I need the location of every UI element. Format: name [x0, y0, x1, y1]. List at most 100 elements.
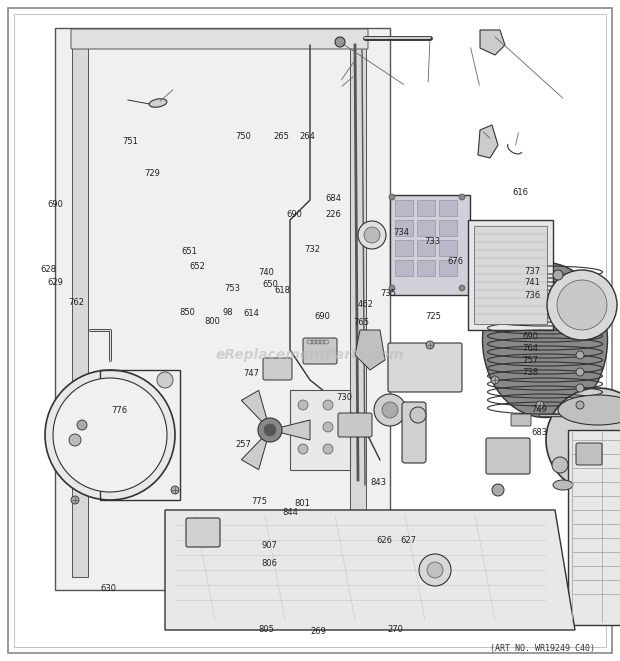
- Text: 764: 764: [522, 344, 538, 353]
- Text: 690: 690: [314, 312, 330, 321]
- Text: 684: 684: [326, 194, 342, 203]
- Text: 264: 264: [299, 132, 315, 141]
- Text: 805: 805: [259, 625, 275, 634]
- Circle shape: [53, 378, 167, 492]
- Text: 762: 762: [68, 298, 84, 307]
- Text: eReplacementParts.com: eReplacementParts.com: [216, 348, 404, 362]
- FancyBboxPatch shape: [186, 518, 220, 547]
- FancyBboxPatch shape: [303, 338, 337, 364]
- Text: 907: 907: [262, 541, 278, 551]
- Circle shape: [157, 372, 173, 388]
- FancyBboxPatch shape: [402, 402, 426, 463]
- Text: 765: 765: [353, 318, 369, 327]
- Bar: [417, 200, 435, 216]
- Polygon shape: [55, 28, 390, 590]
- FancyBboxPatch shape: [511, 414, 531, 426]
- Text: 735: 735: [381, 289, 397, 298]
- Polygon shape: [165, 510, 575, 630]
- Circle shape: [557, 280, 607, 330]
- Text: 265: 265: [273, 132, 289, 141]
- Bar: [439, 200, 457, 216]
- Bar: [395, 240, 413, 256]
- Bar: [390, 195, 470, 295]
- Text: 690: 690: [48, 200, 64, 209]
- Polygon shape: [478, 125, 498, 158]
- Text: 652: 652: [190, 262, 206, 271]
- Circle shape: [298, 400, 308, 410]
- Text: 757: 757: [522, 356, 538, 365]
- Text: 736: 736: [524, 291, 540, 300]
- Polygon shape: [241, 391, 270, 430]
- Ellipse shape: [558, 395, 620, 425]
- Circle shape: [459, 194, 465, 200]
- Text: 850: 850: [179, 308, 195, 317]
- Bar: [417, 240, 435, 256]
- Circle shape: [364, 227, 380, 243]
- Circle shape: [335, 37, 345, 47]
- Text: 626: 626: [376, 536, 392, 545]
- Circle shape: [426, 341, 434, 349]
- Text: 630: 630: [100, 584, 117, 593]
- Text: 741: 741: [524, 278, 540, 288]
- Bar: [100, 370, 180, 500]
- Circle shape: [576, 401, 584, 409]
- Bar: [568, 430, 620, 625]
- Circle shape: [491, 376, 499, 384]
- Bar: [395, 260, 413, 276]
- Text: 844: 844: [282, 508, 298, 518]
- Text: 690: 690: [286, 210, 302, 219]
- Bar: [417, 260, 435, 276]
- Bar: [439, 260, 457, 276]
- Text: 270: 270: [388, 625, 404, 634]
- FancyBboxPatch shape: [338, 413, 372, 437]
- Text: 732: 732: [304, 245, 320, 254]
- Circle shape: [77, 420, 87, 430]
- Text: 740: 740: [259, 268, 275, 278]
- Text: 628: 628: [40, 265, 56, 274]
- Circle shape: [69, 434, 81, 446]
- Circle shape: [536, 401, 544, 409]
- Ellipse shape: [482, 262, 608, 418]
- Text: 651: 651: [181, 247, 197, 256]
- Text: 800: 800: [205, 317, 221, 326]
- Text: 730: 730: [336, 393, 352, 402]
- Bar: [439, 220, 457, 236]
- Ellipse shape: [553, 480, 573, 490]
- Text: 683: 683: [531, 428, 547, 437]
- Circle shape: [547, 270, 617, 340]
- Text: 747: 747: [244, 369, 260, 378]
- Circle shape: [459, 285, 465, 291]
- Text: 462: 462: [358, 299, 374, 309]
- Text: 725: 725: [425, 312, 441, 321]
- Text: 257: 257: [236, 440, 252, 449]
- Text: 738: 738: [522, 368, 538, 377]
- Text: 750: 750: [236, 132, 252, 141]
- Text: 776: 776: [112, 406, 128, 415]
- Circle shape: [298, 444, 308, 454]
- Text: 753: 753: [224, 284, 241, 293]
- Text: 749: 749: [531, 405, 547, 414]
- FancyBboxPatch shape: [576, 443, 602, 465]
- Circle shape: [492, 484, 504, 496]
- Text: 806: 806: [262, 559, 278, 568]
- Circle shape: [323, 422, 333, 432]
- Bar: [439, 240, 457, 256]
- Bar: [395, 220, 413, 236]
- Text: 801: 801: [294, 499, 311, 508]
- Bar: [468, 220, 553, 330]
- Circle shape: [45, 370, 175, 500]
- Circle shape: [389, 194, 395, 200]
- Circle shape: [410, 407, 426, 423]
- Circle shape: [323, 444, 333, 454]
- Text: 627: 627: [400, 536, 416, 545]
- FancyBboxPatch shape: [263, 358, 292, 380]
- Text: 269: 269: [310, 627, 326, 636]
- Circle shape: [427, 562, 443, 578]
- Circle shape: [419, 554, 451, 586]
- FancyBboxPatch shape: [71, 29, 368, 49]
- Text: 843: 843: [370, 478, 386, 487]
- Bar: [474, 226, 547, 324]
- Text: 650: 650: [262, 280, 278, 289]
- Text: 226: 226: [326, 210, 342, 219]
- Circle shape: [389, 285, 395, 291]
